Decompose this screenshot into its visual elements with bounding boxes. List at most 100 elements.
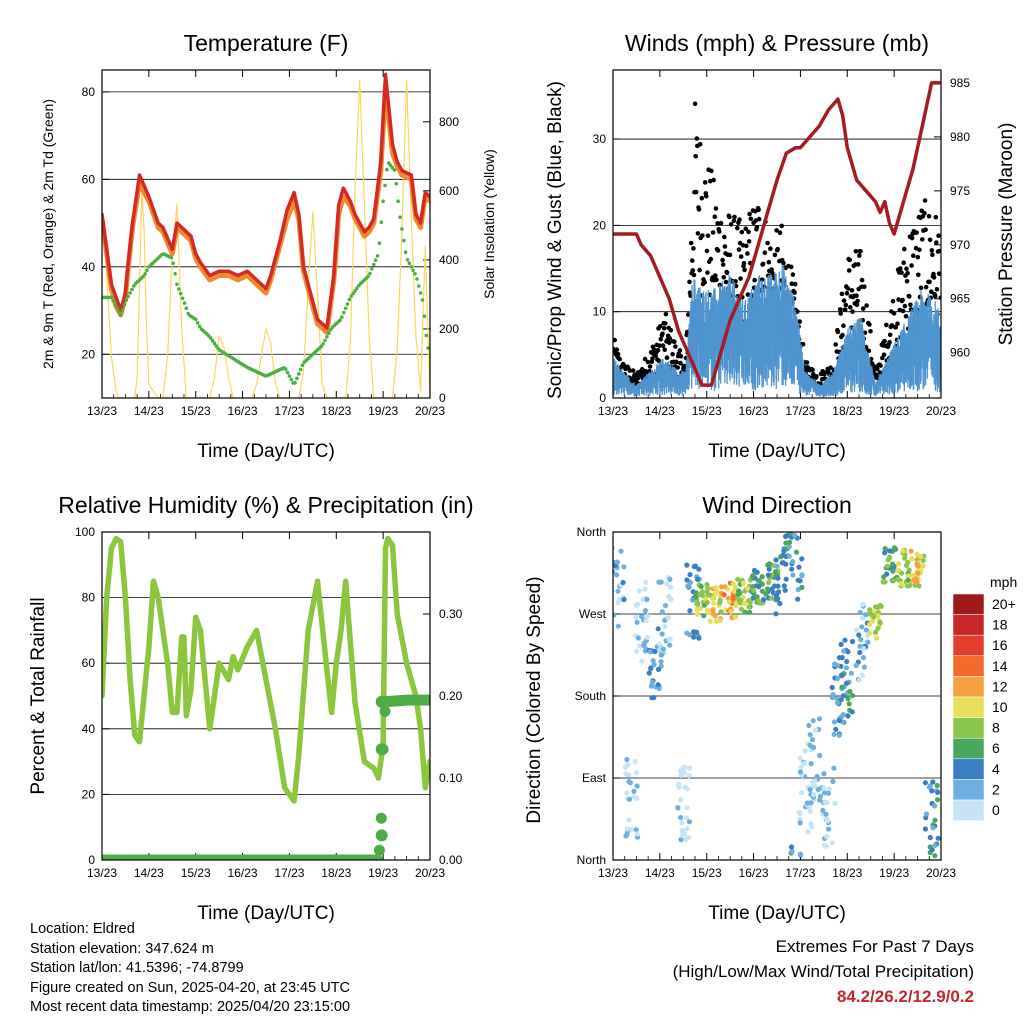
direction-point — [730, 581, 736, 587]
direction-point — [632, 758, 638, 765]
direction-point — [838, 697, 844, 703]
direction-point — [694, 611, 701, 617]
direction-point — [775, 575, 781, 581]
gust-point — [743, 226, 748, 231]
direction-point — [648, 665, 654, 671]
direction-point — [867, 630, 873, 636]
direction-point — [746, 597, 752, 604]
direction-point — [824, 833, 830, 840]
direction-point — [817, 752, 823, 759]
gust-point — [621, 362, 626, 368]
dewpoint-point — [298, 367, 303, 372]
gust-point — [847, 257, 852, 263]
direction-point — [916, 583, 922, 589]
direction-point — [806, 722, 812, 729]
gust-point — [804, 360, 810, 365]
direction-point — [882, 550, 888, 556]
gust-point — [642, 356, 648, 362]
gust-point — [672, 339, 677, 345]
y-tick-label: 30 — [593, 132, 607, 146]
dewpoint-point — [171, 261, 175, 266]
direction-point — [658, 579, 664, 585]
dewpoint-point — [300, 363, 305, 368]
dewpoint-point — [338, 318, 342, 323]
direction-point — [634, 648, 640, 654]
dewpoint-point — [396, 199, 400, 203]
direction-point — [831, 765, 837, 771]
precip-point — [375, 743, 388, 756]
y-tick-label: 40 — [82, 260, 96, 274]
gust-point — [839, 291, 845, 297]
gust-point — [690, 258, 695, 263]
direction-point — [664, 581, 670, 587]
x-tick-label: 14/23 — [134, 866, 164, 880]
dewpoint-point — [130, 287, 134, 292]
plot-border — [612, 69, 942, 399]
y-tick-label: 10 — [593, 305, 607, 319]
gust-point — [759, 277, 765, 283]
gust-point — [736, 247, 742, 252]
gust-point — [792, 290, 797, 295]
gust-point — [917, 247, 922, 253]
direction-point — [756, 578, 762, 584]
direction-point — [631, 788, 637, 795]
y-tick-label: 20 — [82, 787, 96, 801]
direction-point — [873, 635, 880, 641]
gust-point — [738, 254, 744, 259]
dewpoint-point — [115, 306, 119, 310]
direction-point — [665, 615, 671, 621]
direction-point — [935, 789, 941, 796]
gust-point — [675, 365, 680, 370]
direction-point — [866, 621, 873, 628]
direction-point — [765, 572, 772, 578]
dewpoint-point — [175, 282, 179, 287]
plot-border — [612, 531, 942, 861]
gust-point — [923, 284, 929, 290]
direction-point — [642, 586, 648, 592]
precip-point — [422, 694, 430, 706]
direction-point — [623, 833, 629, 839]
direction-point — [935, 835, 941, 841]
direction-point — [766, 566, 772, 572]
legend-swatch — [952, 614, 985, 636]
gust-point — [705, 233, 711, 239]
y-tick-label: North — [577, 525, 606, 539]
dewpoint-point — [285, 370, 290, 375]
gust-point — [765, 240, 770, 246]
gust-point — [673, 344, 678, 349]
direction-point — [861, 664, 868, 670]
direction-point — [636, 588, 643, 594]
direction-point — [774, 563, 780, 569]
dewpoint-point — [328, 328, 333, 332]
dewpoint-point — [413, 272, 417, 276]
direction-point — [860, 615, 866, 621]
direction-point — [714, 588, 720, 595]
direction-point — [624, 756, 630, 763]
gust-point — [660, 343, 666, 348]
legend-label: 10 — [992, 699, 1008, 715]
direction-point — [795, 596, 801, 602]
legend-label: 14 — [992, 658, 1008, 674]
y-tick-label: 80 — [82, 85, 96, 99]
gust-point — [657, 343, 662, 349]
x-tick-label: 13/23 — [87, 866, 117, 880]
dewpoint-point — [126, 294, 130, 299]
dewpoint-point — [340, 315, 344, 319]
direction-point — [816, 716, 823, 722]
direction-point — [704, 581, 710, 588]
dewpoint-point — [208, 336, 213, 340]
gust-point — [664, 355, 670, 361]
direction-point — [891, 545, 897, 551]
gust-point — [708, 256, 714, 262]
direction-point — [761, 597, 767, 603]
direction-point — [773, 611, 779, 617]
dewpoint-point — [122, 302, 127, 307]
dewpoint-point — [381, 199, 385, 203]
direction-point — [885, 563, 891, 569]
gust-point — [728, 222, 734, 227]
direction-point — [694, 601, 700, 607]
direction-point — [829, 840, 836, 846]
direction-point — [637, 643, 643, 649]
direction-point — [679, 827, 685, 834]
direction-point — [679, 820, 685, 826]
